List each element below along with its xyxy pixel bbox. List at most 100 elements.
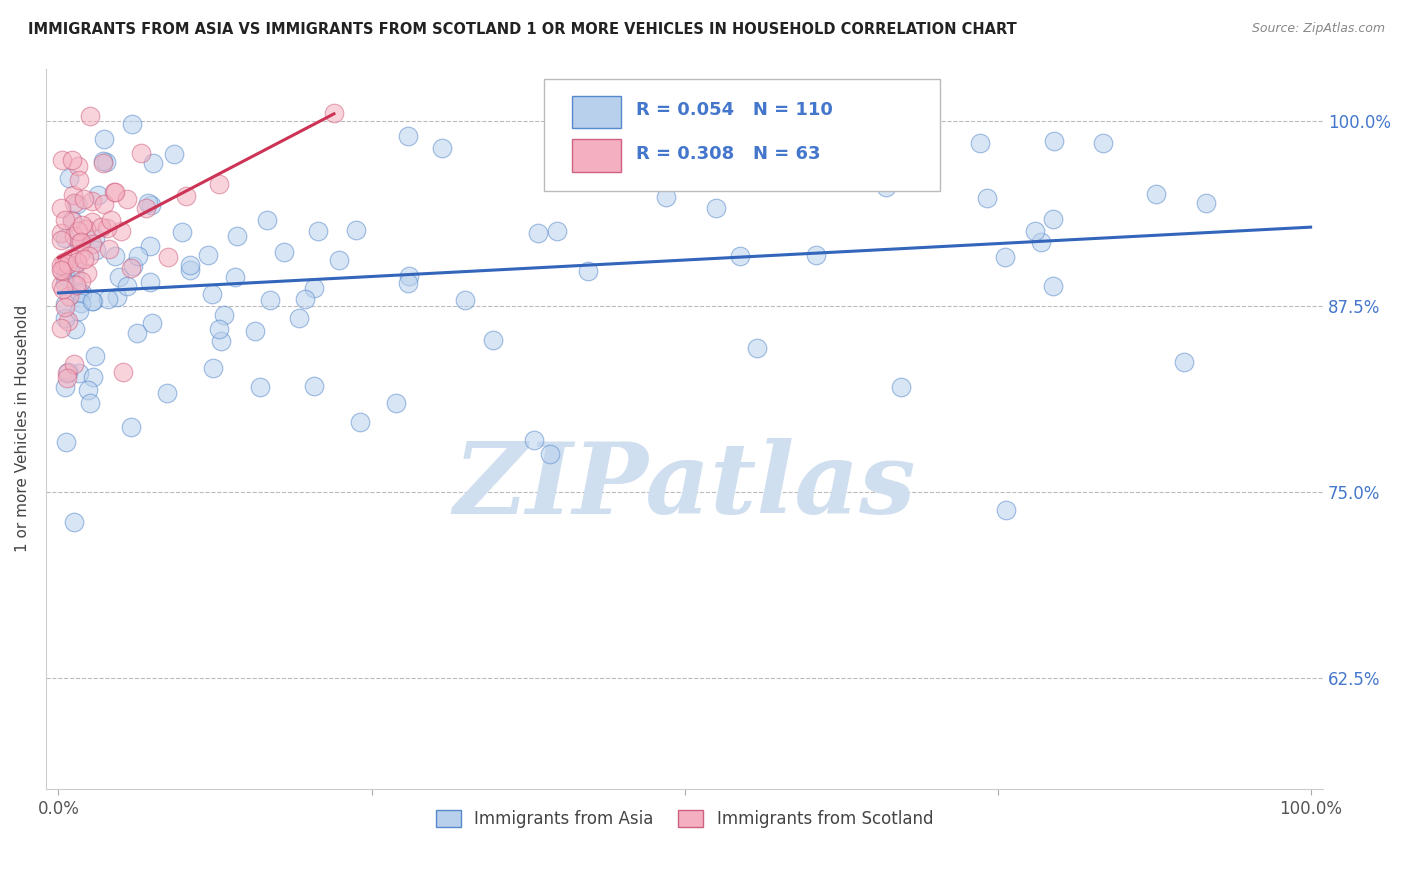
Point [75,221,97,235]
Point [100,212,122,227]
Point [77,249,100,263]
Point [82,236,104,251]
Point [55,371,77,385]
Point [91,154,114,169]
Point [52,254,75,268]
Point [65,278,87,293]
Point [91,156,114,170]
Point [69,247,91,261]
Point [49,201,72,215]
Point [302,281,325,295]
Point [139,239,162,253]
FancyBboxPatch shape [572,96,620,128]
Point [1042,211,1064,226]
Point [49,321,72,335]
Point [1042,279,1064,293]
Point [83,349,105,363]
Point [294,293,316,307]
Point [546,224,568,238]
Point [63,195,86,210]
Point [745,341,768,355]
Point [481,333,503,347]
Point [53,380,76,394]
Point [174,188,197,202]
Point [53,276,76,290]
Point [63,357,86,371]
Point [76,267,98,281]
Point [79,109,101,123]
Point [762,106,785,120]
Point [704,202,727,216]
Point [103,185,125,199]
Point [51,153,73,167]
Point [259,293,281,307]
Point [208,178,231,192]
Point [654,190,676,204]
Point [323,106,346,120]
Point [127,249,149,263]
Point [125,326,148,341]
Point [67,223,90,237]
Text: ZIPatlas: ZIPatlas [453,438,915,535]
Point [179,258,201,272]
Point [73,192,96,206]
Point [69,235,91,250]
Point [256,213,278,227]
Point [527,227,550,241]
Point [890,380,912,394]
Point [53,269,76,284]
Point [245,324,267,338]
Point [70,235,93,250]
Point [138,196,160,211]
Point [96,220,118,235]
Point [67,159,90,173]
Point [108,270,131,285]
Point [58,314,80,328]
Point [179,262,201,277]
Point [728,249,751,263]
Point [385,395,408,409]
Point [82,194,104,209]
Point [60,212,83,227]
Point [891,153,914,167]
Point [90,220,112,235]
Point [141,316,163,330]
Point [80,215,103,229]
Point [66,255,89,269]
Text: R = 0.054   N = 110: R = 0.054 N = 110 [636,101,832,119]
Point [62,187,84,202]
Point [273,244,295,259]
Point [969,136,991,151]
Point [58,289,80,303]
Point [82,370,104,384]
Point [1024,224,1046,238]
Point [208,321,231,335]
Point [105,289,128,303]
Point [201,361,224,376]
Point [62,259,84,273]
Point [396,276,419,290]
Point [104,185,127,199]
Point [430,141,453,155]
Point [56,367,79,381]
Point [1144,186,1167,201]
Point [129,145,152,160]
Point [49,233,72,247]
Point [209,334,232,348]
Point [53,311,76,326]
Point [170,225,193,239]
Point [72,286,94,301]
Point [52,259,75,273]
Point [62,516,84,530]
Point [249,380,271,394]
Point [121,117,143,131]
Point [55,434,77,449]
Point [1091,136,1114,151]
Point [1195,196,1218,211]
Point [60,153,83,167]
Point [1043,134,1066,148]
Point [67,366,90,380]
FancyBboxPatch shape [544,79,941,191]
Point [65,322,87,336]
Point [156,251,179,265]
